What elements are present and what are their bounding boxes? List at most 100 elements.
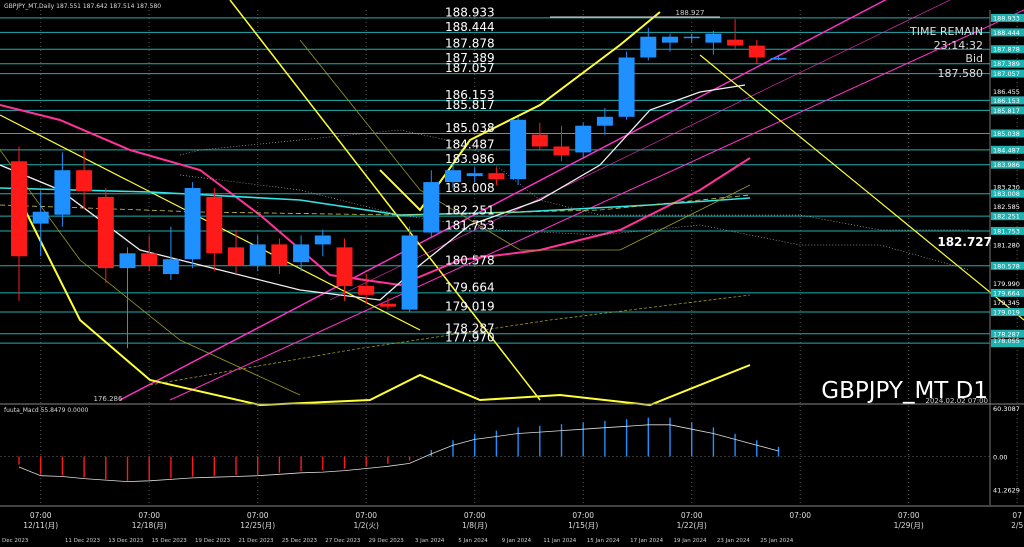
watermark-sub: 2024.02.02 07:00	[926, 397, 988, 405]
date-label: 27 Dec 2023	[325, 538, 361, 544]
level-label: 182.251	[445, 204, 495, 218]
candle-body	[228, 247, 244, 266]
cloud-bottom	[179, 174, 971, 271]
macd-axis-label: 60.3087	[993, 405, 1020, 413]
day-label: 12/11(月)	[23, 521, 58, 530]
time-axis: 07:00 07:00 07:00 07:00 07:00 07:00 07:00 07:00…	[0, 505, 1024, 544]
price-tick-label: 185.038	[993, 130, 1020, 138]
day-label: 1/8(月)	[462, 521, 487, 530]
price-tick-label: 181.753	[993, 227, 1020, 235]
time-label: 07:00	[138, 511, 160, 520]
price-tick-label: 182.251	[993, 213, 1020, 221]
price-tick-label: 184.487	[993, 146, 1020, 154]
level-axis-tag	[991, 226, 1024, 235]
level-axis-tag	[991, 45, 1024, 54]
low-marker: 176.286	[94, 395, 123, 403]
date-label: 19 Dec 2023	[195, 538, 231, 544]
level-label: 179.664	[445, 280, 495, 294]
date-label: Dec 2023	[2, 538, 29, 544]
price-tick-label: 178.287	[993, 330, 1020, 338]
date-label: 29 Dec 2023	[369, 538, 405, 544]
level-axis-tag	[991, 106, 1024, 115]
level-axis-tag	[991, 261, 1024, 270]
candle-body	[11, 161, 27, 257]
date-label: 25 Jan 2024	[760, 538, 793, 544]
candle-body	[748, 45, 765, 58]
level-label: 186.153	[445, 88, 495, 102]
level-axis-tag	[991, 212, 1024, 221]
time-label: 07:00	[355, 511, 377, 520]
candle-body	[423, 182, 440, 233]
candle-body	[54, 170, 71, 215]
macd-title: fuuta_Macd 55.8479 0.0000	[4, 407, 89, 414]
date-label: 11 Dec 2023	[65, 538, 101, 544]
level-axis-tag	[991, 28, 1024, 37]
date-label: 19 Jan 2024	[674, 538, 707, 544]
level-label: 181.753	[445, 218, 495, 232]
candle-body	[401, 235, 418, 310]
price-tick-label: 188.933	[993, 14, 1020, 22]
level-axis-tag	[991, 308, 1024, 317]
level-label: 185.038	[445, 121, 495, 135]
candle-body	[206, 196, 223, 254]
level-axis-tag	[991, 13, 1024, 22]
date-label: 17 Jan 2024	[630, 538, 663, 544]
day-label: 12/25(月)	[240, 521, 275, 530]
day-label: 1/22(月)	[677, 521, 707, 530]
olive-line-d	[0, 194, 751, 216]
candle-body	[293, 244, 310, 263]
price-tick-label: 181.280	[993, 241, 1020, 249]
price-tick-label: 179.990	[993, 280, 1020, 288]
candle-body	[618, 57, 635, 117]
candle-body	[314, 235, 331, 245]
symbol-info: GBPJPY_MT,Daily 187.551 187.642 187.514 …	[4, 3, 161, 10]
day-label: 1/15(月)	[568, 521, 598, 530]
price-tick-label: 187.389	[993, 60, 1020, 68]
channel-line-lower	[119, 0, 887, 401]
level-label: 179.019	[445, 300, 495, 314]
level-label: 187.389	[445, 51, 495, 65]
level-axis-tag	[991, 160, 1024, 169]
candle-body	[119, 253, 136, 269]
candle-body	[596, 116, 613, 126]
time-label: 07:00	[464, 511, 486, 520]
date-label: 9 Jan 2024	[502, 538, 532, 544]
level-label: 185.817	[445, 98, 495, 112]
band-upper	[379, 11, 661, 212]
time-remain-value: 23:14:32	[934, 39, 983, 52]
candle-body	[32, 211, 49, 224]
price-tick-label: 182.585	[993, 203, 1020, 211]
level-axis-tag	[991, 189, 1024, 198]
candle-body	[770, 58, 787, 60]
level-axis-tag	[991, 288, 1024, 297]
date-label: 21 Dec 2023	[238, 538, 274, 544]
ma-pink	[0, 104, 751, 287]
candle-body	[727, 39, 744, 46]
candle-body	[575, 125, 592, 153]
level-label: 187.057	[445, 61, 495, 75]
level-axis-tag	[991, 59, 1024, 68]
candle-body	[76, 170, 93, 191]
level-label: 188.444	[445, 20, 495, 34]
candle-body	[531, 134, 548, 147]
macd-axis-label: 41.2629	[993, 487, 1020, 495]
macd-signal-line	[18, 424, 779, 483]
date-label: 25 Dec 2023	[282, 538, 318, 544]
price-tick-label: 187.878	[993, 46, 1020, 54]
price-tick-label: 186.455	[993, 88, 1020, 96]
band-lower	[19, 199, 751, 407]
price-tick-label: 187.057	[993, 70, 1020, 78]
trend-line-c	[229, 0, 541, 401]
bid-label: Bid	[965, 52, 983, 65]
indicator-overlays	[0, 0, 1024, 407]
price-tick-label: 188.444	[993, 29, 1020, 37]
ma-white	[0, 84, 746, 301]
chart-watermark: GBPJPY_MT D1	[821, 378, 988, 404]
time-label: 07:00	[30, 511, 52, 520]
price-tick-label: 186.153	[993, 97, 1020, 105]
date-label: 15 Dec 2023	[152, 538, 188, 544]
price-tick-label: 179.019	[993, 309, 1020, 317]
level-axis-tag	[991, 129, 1024, 138]
